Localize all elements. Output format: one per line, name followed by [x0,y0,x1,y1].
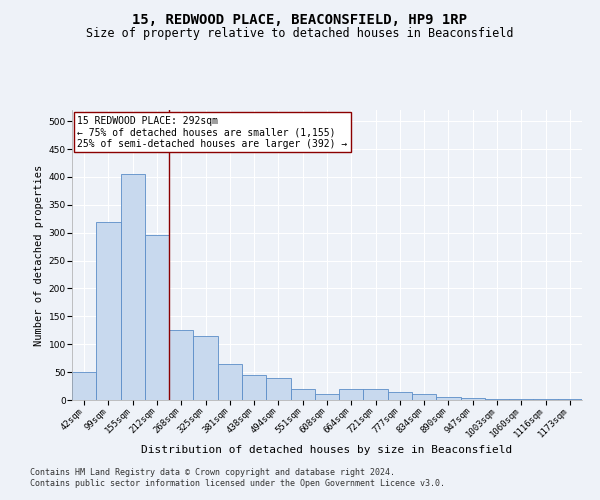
Bar [121,174,145,400]
Bar [412,394,436,400]
Bar [315,394,339,400]
Bar [364,389,388,400]
Bar [436,397,461,400]
Text: 15, REDWOOD PLACE, BEACONSFIELD, HP9 1RP: 15, REDWOOD PLACE, BEACONSFIELD, HP9 1RP [133,12,467,26]
X-axis label: Distribution of detached houses by size in Beaconsfield: Distribution of detached houses by size … [142,445,512,455]
Text: Contains HM Land Registry data © Crown copyright and database right 2024.
Contai: Contains HM Land Registry data © Crown c… [30,468,445,487]
Bar [72,372,96,400]
Bar [96,222,121,400]
Bar [290,389,315,400]
Y-axis label: Number of detached properties: Number of detached properties [34,164,44,346]
Bar [461,398,485,400]
Text: Size of property relative to detached houses in Beaconsfield: Size of property relative to detached ho… [86,28,514,40]
Bar [485,399,509,400]
Bar [266,378,290,400]
Bar [242,375,266,400]
Bar [509,399,533,400]
Text: 15 REDWOOD PLACE: 292sqm
← 75% of detached houses are smaller (1,155)
25% of sem: 15 REDWOOD PLACE: 292sqm ← 75% of detach… [77,116,347,149]
Bar [339,389,364,400]
Bar [218,364,242,400]
Bar [388,392,412,400]
Bar [193,336,218,400]
Bar [169,330,193,400]
Bar [145,236,169,400]
